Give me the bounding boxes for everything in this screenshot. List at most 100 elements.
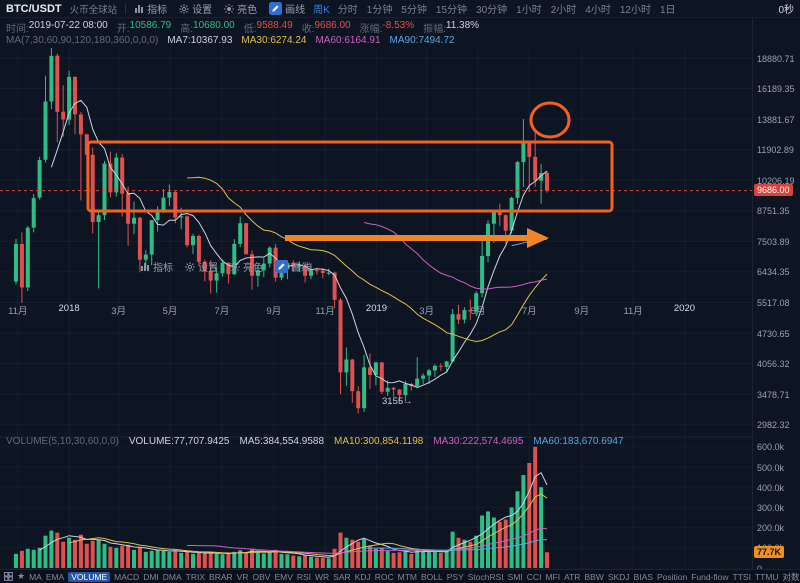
ma60-value: 6164.91: [344, 35, 381, 46]
candlestick-chart[interactable]: [0, 0, 752, 583]
vol-ma30-label: MA30:: [433, 436, 463, 447]
indicator-tab-boll[interactable]: BOLL: [421, 571, 443, 582]
draw-icon: [269, 2, 283, 15]
indicator-tab-ma[interactable]: MA: [29, 571, 42, 582]
indicator-tab-wr[interactable]: WR: [315, 571, 330, 582]
price-axis-label: 4056.32: [757, 359, 790, 370]
indicator-tab-emv[interactable]: EMV: [274, 571, 293, 582]
time-axis-label: 2019: [365, 303, 388, 314]
indicator-tab-ttmu[interactable]: TTMU: [754, 571, 779, 582]
price-axis-label: 10206.19: [757, 175, 795, 186]
settings-icon: [185, 261, 195, 272]
price-axis-label: 4730.65: [757, 328, 790, 339]
favorites-star-icon[interactable]: ★: [17, 571, 26, 581]
tool-label: 指标: [147, 5, 168, 16]
annotation-arrow-head[interactable]: [527, 228, 549, 248]
indicator-tab-bbw[interactable]: BBW: [584, 571, 604, 582]
chart-layout-icon[interactable]: [4, 572, 13, 581]
tool-label: 设置: [192, 5, 213, 16]
indicator-tab-macd[interactable]: MACD: [114, 571, 140, 582]
log-scale-toggle[interactable]: 对数: [782, 571, 800, 582]
period-selector[interactable]: 周K: [313, 5, 330, 16]
tool-indicator[interactable]: 指标: [140, 259, 173, 274]
volume-axis-label: 200.0k: [757, 523, 785, 534]
timeframe-12小时[interactable]: 12小时: [619, 5, 651, 16]
indicator-tab-ema[interactable]: EMA: [45, 571, 65, 582]
indicator-tab-ttsi[interactable]: TTSI: [732, 571, 751, 582]
indicator-tab-stochrsi[interactable]: StochRSI: [467, 571, 504, 582]
volume-axis-label: 0: [757, 564, 762, 574]
price-axis[interactable]: 9686.00 77.7K 18880.71 16189.35 13881.67 11…: [752, 0, 800, 583]
volume-label: VOLUME:: [128, 436, 174, 447]
indicator-tab-mfi[interactable]: MFI: [545, 571, 561, 582]
ma60-label: MA60:: [315, 35, 345, 46]
indicator-tab-psy[interactable]: PSY: [446, 571, 464, 582]
price-axis-label: 18880.71: [757, 53, 795, 64]
timeframe-30分钟[interactable]: 30分钟: [476, 5, 508, 16]
volume-info-row: VOLUME(5,10,30,60,0,0) VOLUME: 77,707.942…: [6, 436, 624, 447]
tool-label: 亮色: [237, 5, 258, 16]
timeframe-4小时[interactable]: 4小时: [585, 5, 611, 16]
indicator-tab-position[interactable]: Position: [656, 571, 688, 582]
indicator-tab-smi[interactable]: SMI: [507, 571, 523, 582]
time-axis-label: 5月: [470, 306, 486, 317]
annotation-circle[interactable]: [529, 101, 571, 139]
timeframe-1小时[interactable]: 1小时: [516, 5, 542, 16]
vol-ma5-value: 384,554.9588: [262, 436, 324, 447]
indicator-tab-vr[interactable]: VR: [236, 571, 249, 582]
indicator-tab-fund-flow[interactable]: Fund-flow: [691, 571, 729, 582]
tool-indicator[interactable]: 指标: [134, 1, 167, 16]
price-axis-label: 11902.89: [757, 145, 794, 156]
indicator-tab-mtm[interactable]: MTM: [397, 571, 417, 582]
tool-settings[interactable]: 设置: [179, 1, 212, 16]
indicator-tab-bias[interactable]: BIAS: [633, 571, 653, 582]
indicator-tab-volume[interactable]: VOLUME: [68, 571, 111, 582]
open-value: 10586.79: [129, 20, 172, 31]
tool-settings[interactable]: 设置: [185, 259, 218, 274]
timeframe-1分钟[interactable]: 1分钟: [366, 5, 393, 16]
theme-icon: [224, 3, 235, 14]
price-axis-label: 13881.67: [757, 114, 795, 125]
tool-draw[interactable]: 画线: [269, 1, 305, 16]
timeframe-1日[interactable]: 1日: [659, 5, 676, 16]
indicator-tab-sar[interactable]: SAR: [333, 571, 351, 582]
indicator-tab-atr[interactable]: ATR: [564, 571, 581, 582]
indicator-tab-obv[interactable]: OBV: [252, 571, 271, 582]
timeframe-15分钟[interactable]: 15分钟: [435, 5, 468, 16]
close-value: 9686.00: [314, 20, 351, 31]
indicator-tab-dma[interactable]: DMA: [162, 571, 182, 582]
chart-tool-group: 指标 设置 亮色 画线: [140, 259, 311, 274]
indicator-tab-brar[interactable]: BRAR: [209, 571, 233, 582]
theme-icon: [230, 261, 240, 272]
price-axis-label: 5517.08: [757, 297, 790, 308]
tool-theme[interactable]: 亮色: [230, 259, 263, 274]
high-label: 高:: [180, 24, 194, 35]
indicator-tab-skdj[interactable]: SKDJ: [607, 571, 630, 582]
close-label: 收:: [301, 24, 315, 35]
indicator-tab-rsi[interactable]: RSI: [296, 571, 312, 582]
tool-label: 设置: [198, 263, 218, 274]
timeframe-5分钟[interactable]: 5分钟: [401, 5, 427, 16]
timeframe-分时[interactable]: 分时: [337, 5, 358, 16]
vol-ma60-value: 183,670.6947: [562, 436, 624, 447]
time-axis-label: 2020: [673, 303, 696, 314]
indicator-tab-roc[interactable]: ROC: [374, 571, 394, 582]
tool-theme[interactable]: 亮色: [224, 1, 257, 16]
indicator-tab-dmi[interactable]: DMI: [143, 571, 159, 582]
indicator-icon: [134, 4, 144, 14]
tool-draw[interactable]: 画线: [275, 259, 311, 274]
annotation-resistance-box[interactable]: [86, 140, 614, 213]
ohlc-info-row: 时间: 2019-07-22 08:00 开: 10586.79 高: 10680.0…: [6, 20, 479, 35]
vol-ma30-value: 222,574.4695: [462, 436, 524, 447]
indicator-tab-trix[interactable]: TRIX: [185, 571, 206, 582]
settings-icon: [179, 3, 189, 14]
time-axis-label: 3月: [111, 306, 127, 317]
time-axis-label: 11月: [623, 306, 643, 317]
timeframe-2小时[interactable]: 2小时: [550, 5, 577, 16]
indicator-tab-kdj[interactable]: KDJ: [354, 571, 371, 582]
symbol-title: BTC/USDT: [6, 2, 62, 15]
indicator-tab-cci[interactable]: CCI: [526, 571, 542, 582]
volume-axis-label: 300.0k: [757, 502, 785, 513]
tool-label: 画线: [285, 5, 306, 16]
